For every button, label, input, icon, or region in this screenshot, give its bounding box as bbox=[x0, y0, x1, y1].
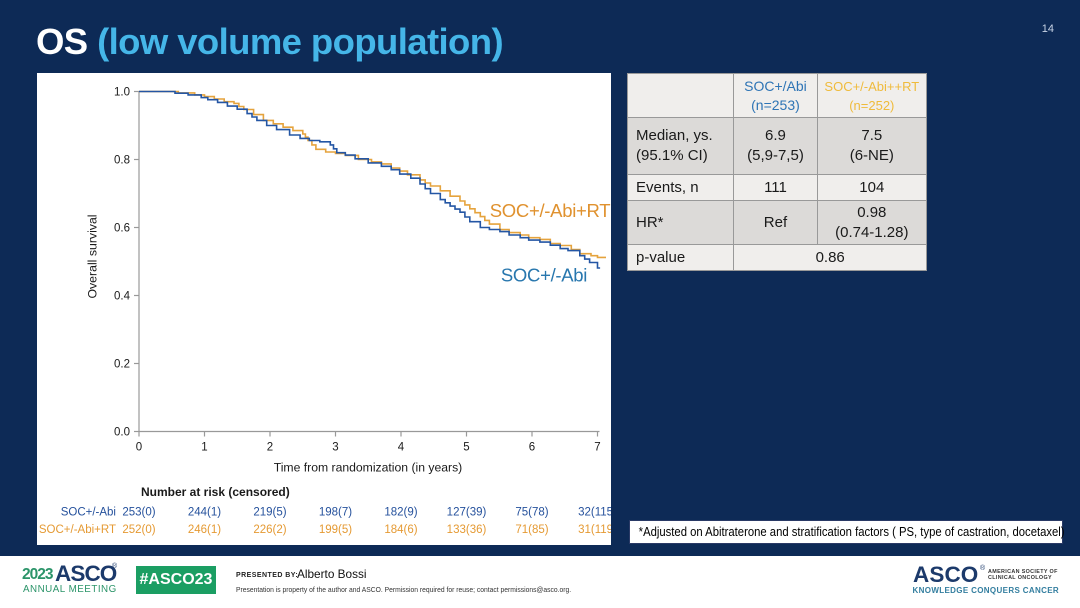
svg-text:226(2): 226(2) bbox=[253, 524, 286, 536]
svg-text:Time from randomization (in ye: Time from randomization (in years) bbox=[274, 461, 463, 475]
svg-text:7: 7 bbox=[594, 442, 600, 454]
svg-text:0.4: 0.4 bbox=[114, 291, 131, 303]
svg-text:253(0): 253(0) bbox=[122, 507, 155, 519]
svg-text:32(115): 32(115) bbox=[578, 507, 611, 519]
svg-text:3: 3 bbox=[332, 442, 338, 454]
svg-text:Number at risk (censored): Number at risk (censored) bbox=[141, 485, 290, 499]
svg-text:244(1): 244(1) bbox=[188, 507, 221, 519]
svg-text:1.0: 1.0 bbox=[114, 87, 130, 99]
svg-text:0: 0 bbox=[136, 442, 142, 454]
svg-text:252(0): 252(0) bbox=[122, 524, 155, 536]
svg-text:31(119): 31(119) bbox=[578, 524, 611, 536]
svg-text:133(36): 133(36) bbox=[447, 524, 487, 536]
svg-text:SOC+/-Abi+RT: SOC+/-Abi+RT bbox=[490, 200, 610, 221]
svg-text:SOC+/-Abi: SOC+/-Abi bbox=[61, 507, 116, 519]
svg-text:0.8: 0.8 bbox=[114, 155, 130, 167]
svg-text:246(1): 246(1) bbox=[188, 524, 221, 536]
svg-text:5: 5 bbox=[463, 442, 469, 454]
svg-text:0.2: 0.2 bbox=[114, 359, 130, 371]
svg-text:4: 4 bbox=[398, 442, 405, 454]
svg-text:6: 6 bbox=[529, 442, 535, 454]
svg-text:184(6): 184(6) bbox=[384, 524, 417, 536]
svg-text:198(7): 198(7) bbox=[319, 507, 352, 519]
svg-text:219(5): 219(5) bbox=[253, 507, 286, 519]
svg-text:199(5): 199(5) bbox=[319, 524, 352, 536]
svg-text:0.6: 0.6 bbox=[114, 223, 130, 235]
svg-text:71(85): 71(85) bbox=[515, 524, 548, 536]
svg-text:2: 2 bbox=[267, 442, 273, 454]
svg-text:1: 1 bbox=[201, 442, 207, 454]
svg-text:75(78): 75(78) bbox=[515, 507, 548, 519]
svg-text:SOC+/-Abi: SOC+/-Abi bbox=[501, 265, 587, 286]
svg-text:SOC+/-Abi+RT: SOC+/-Abi+RT bbox=[39, 524, 116, 536]
svg-text:127(39): 127(39) bbox=[447, 507, 487, 519]
svg-text:182(9): 182(9) bbox=[384, 507, 417, 519]
svg-text:Overall survival: Overall survival bbox=[86, 214, 100, 298]
svg-text:0.0: 0.0 bbox=[114, 427, 130, 439]
